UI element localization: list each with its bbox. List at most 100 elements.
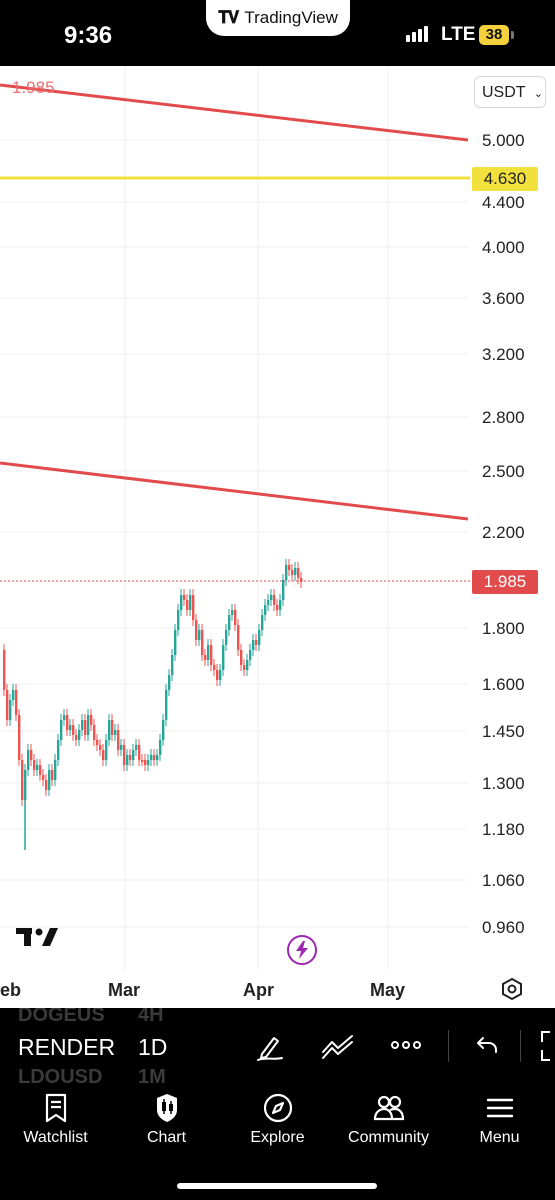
symbol-picker[interactable]: RENDER: [18, 1034, 116, 1060]
compass-icon: [263, 1093, 292, 1123]
lightning-icon[interactable]: [287, 935, 317, 965]
tab-watchlist[interactable]: Watchlist: [0, 1086, 111, 1166]
candle-body: [75, 735, 78, 740]
dynamic-island-pill: 𝐓𝐕 TradingView: [206, 0, 350, 36]
chart-area[interactable]: 1.985: [0, 66, 555, 1008]
price-tick: 2.200: [482, 523, 525, 542]
candle-body: [168, 675, 171, 690]
candle-body: [189, 595, 192, 610]
price-chart[interactable]: [0, 66, 555, 1008]
candle-body: [261, 615, 264, 630]
candle-body: [96, 740, 99, 745]
candle-body: [177, 610, 180, 630]
candle-body: [27, 750, 30, 770]
home-indicator: [177, 1183, 377, 1189]
candle-body: [183, 595, 186, 600]
quote-currency-select[interactable]: USDT ⌄: [474, 76, 546, 108]
price-tick: 4.000: [482, 238, 525, 257]
candle-body: [48, 770, 51, 790]
upper-trendline: [0, 83, 469, 142]
candle-body: [171, 655, 174, 675]
candle-body: [36, 765, 39, 770]
candle-body: [174, 630, 177, 655]
interval-picker[interactable]: 1D: [138, 1034, 168, 1060]
candle-body: [246, 660, 249, 670]
price-tick: 1.450: [482, 722, 525, 741]
price-tick: 1.060: [482, 871, 525, 890]
candle-body: [159, 740, 162, 755]
candle-body: [111, 720, 114, 735]
candle-body: [18, 715, 21, 760]
tab-explore[interactable]: Explore: [222, 1086, 333, 1166]
price-tick: 3.200: [482, 345, 525, 364]
grid: [0, 66, 468, 970]
candle-body: [216, 670, 219, 680]
candle-body: [270, 595, 273, 600]
price-tick: 1.180: [482, 820, 525, 839]
candle-body: [294, 568, 297, 575]
tab-community[interactable]: Community: [333, 1086, 444, 1166]
ghost-interval-below: 1M: [138, 1066, 166, 1086]
tab-label: Community: [348, 1129, 429, 1146]
bottom-tab-bar: Watchlist Chart Explore Community Menu: [0, 1086, 555, 1200]
menu-icon: [486, 1098, 513, 1118]
candle-body: [300, 578, 303, 582]
candle-body: [276, 605, 279, 610]
toolbar-divider: [448, 1030, 449, 1062]
candle-body: [12, 690, 15, 700]
candle-body: [114, 730, 117, 735]
candle-body: [186, 600, 189, 610]
candle-body: [213, 665, 216, 670]
candle-body: [135, 745, 138, 750]
tab-label: Chart: [146, 1129, 187, 1146]
indicator-icon[interactable]: [320, 1030, 356, 1067]
price-tick: 2.500: [482, 462, 525, 481]
time-tick: eb: [0, 980, 22, 1000]
candle-body: [207, 645, 210, 660]
price-tick: 1.300: [482, 774, 525, 793]
candle-body: [288, 565, 291, 570]
candle-body: [225, 630, 228, 645]
candlestick-series: [3, 559, 303, 850]
candle-body: [72, 725, 75, 735]
quote-currency-value: USDT: [482, 84, 526, 101]
chart-settings-icon[interactable]: [501, 977, 523, 1005]
candle-body: [33, 760, 36, 770]
fullscreen-icon[interactable]: [538, 1030, 555, 1067]
candle-body: [243, 665, 246, 670]
candle-body: [54, 760, 57, 780]
chevron-down-icon: ⌄: [533, 88, 543, 100]
battery-icon: 38: [479, 25, 509, 45]
candle-body: [252, 640, 255, 650]
candle-body: [93, 725, 96, 740]
toolbar-divider: [520, 1030, 521, 1062]
candle-body: [264, 605, 267, 615]
candle-body: [240, 650, 243, 665]
tab-chart[interactable]: Chart: [111, 1086, 222, 1166]
candle-body: [99, 745, 102, 750]
candle-body: [210, 645, 213, 665]
candle-body: [285, 565, 288, 580]
more-icon[interactable]: [390, 1038, 422, 1057]
candle-body: [39, 765, 42, 775]
candle-body: [66, 715, 69, 730]
level-line-badge: 4.630: [472, 167, 538, 191]
ghost-symbol-below: LDOUSD: [18, 1066, 103, 1086]
tab-label: Menu: [479, 1129, 520, 1146]
chart-toolbar: DOGEUS LDOUSD 4H 1M: [0, 1008, 555, 1086]
time-tick: Mar: [108, 980, 141, 1000]
tab-menu[interactable]: Menu: [444, 1086, 555, 1166]
candle-body: [282, 580, 285, 600]
drawing-pen-icon[interactable]: [254, 1030, 286, 1067]
candle-body: [162, 720, 165, 740]
candle-body: [117, 730, 120, 750]
candle-body: [45, 780, 48, 790]
undo-icon[interactable]: [474, 1032, 500, 1063]
network-label: LTE: [441, 24, 476, 45]
candle-body: [102, 750, 105, 760]
candle-body: [87, 715, 90, 735]
candle-body: [123, 745, 126, 765]
time-tick: May: [370, 980, 406, 1000]
price-tick: 4.400: [482, 193, 525, 212]
candle-body: [258, 630, 261, 645]
